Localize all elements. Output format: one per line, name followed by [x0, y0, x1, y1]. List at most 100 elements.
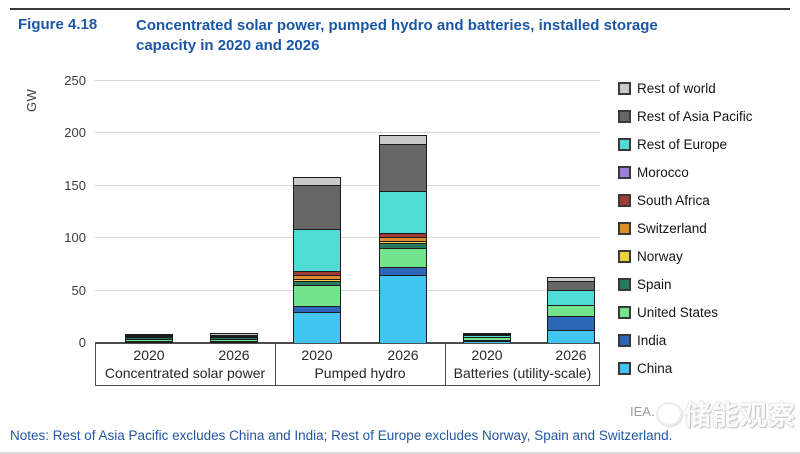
legend-swatch-icon [618, 221, 631, 235]
stacked-bar [210, 332, 258, 343]
bar-segment [210, 341, 258, 343]
bar-segment [210, 335, 258, 337]
legend-swatch-icon [618, 137, 631, 151]
legend-swatch-icon [618, 109, 631, 123]
legend-label: United States [637, 304, 719, 320]
stacked-bar [379, 134, 427, 343]
bar-segment [379, 143, 427, 192]
gridline-50 [95, 289, 600, 291]
x-tick-year-label: 2026 [555, 347, 587, 363]
group-separator [599, 343, 600, 385]
watermark: 储能观察 [656, 394, 796, 433]
bar-segment [293, 306, 341, 312]
legend-swatch-icon [618, 165, 631, 179]
bar-segment [379, 243, 427, 248]
x-axis-label-box: 2020 2026 2020 2026 2020 2026 Concentrated sol… [95, 343, 600, 386]
legend-item: Morocco [618, 158, 753, 186]
bar-segment [293, 281, 341, 286]
stacked-bar [463, 332, 511, 343]
bar-segment [210, 340, 258, 342]
x-tick-year-label: 2020 [471, 347, 503, 363]
legend-label: Rest of Asia Pacific [637, 108, 753, 124]
figure-notes: Notes: Rest of Asia Pacific excludes Chi… [10, 428, 673, 443]
bar-segment [210, 336, 258, 340]
legend-swatch-icon [618, 333, 631, 347]
group-separator [95, 343, 96, 385]
bar-segment [379, 233, 427, 238]
y-axis-unit-label: GW [24, 88, 39, 112]
bar-segment [463, 337, 511, 340]
bar-segment [293, 228, 341, 271]
y-tick-label: 50 [71, 282, 86, 298]
legend-swatch-icon [618, 249, 631, 263]
gridline-200 [95, 132, 600, 134]
stacked-bar [547, 277, 595, 343]
y-tick-label: 150 [64, 177, 86, 193]
bar-segment [379, 237, 427, 242]
bar-segment [210, 332, 258, 335]
legend-swatch-icon [618, 193, 631, 207]
bar-segment [293, 311, 341, 343]
group-separator [445, 343, 446, 385]
bar-segment [379, 191, 427, 233]
watermark-text: 储能观察 [684, 401, 796, 431]
chart-legend: Rest of world Rest of Asia Pacific Rest of… [618, 74, 753, 382]
legend-label: South Africa [637, 192, 710, 208]
legend-item: Rest of Europe [618, 130, 753, 158]
bar-segment [125, 339, 173, 341]
y-tick-label: 100 [64, 230, 86, 246]
plot-area [95, 80, 600, 344]
watermark-mascot-icon [656, 401, 682, 426]
bar-segment [547, 277, 595, 282]
bar-segment [293, 270, 341, 275]
bar-segment [547, 305, 595, 316]
bar-segment [547, 330, 595, 343]
x-group-label: Batteries (utility-scale) [453, 365, 592, 381]
figure-title: Concentrated solar power, pumped hydro a… [136, 17, 658, 54]
legend-swatch-icon [618, 305, 631, 319]
stacked-bar [293, 177, 341, 343]
bottom-divider [0, 452, 800, 454]
bar-segment [379, 266, 427, 275]
bar-segment [125, 333, 173, 335]
group-separator [275, 343, 276, 385]
bar-segment [547, 281, 595, 290]
x-tick-year-label: 2020 [301, 347, 333, 363]
legend-swatch-icon [618, 277, 631, 291]
legend-label: Rest of world [637, 80, 716, 96]
bar-segment [125, 342, 173, 343]
bar-segment [125, 336, 173, 340]
bar-segment [293, 184, 341, 229]
bar-segment [547, 289, 595, 306]
legend-item: United States [618, 298, 753, 326]
bar-segment [210, 339, 258, 341]
x-tick-year-label: 2026 [218, 347, 250, 363]
legend-item: Switzerland [618, 214, 753, 242]
bar-segment [293, 274, 341, 280]
gridline-250 [95, 80, 600, 81]
x-group-label: Pumped hydro [314, 365, 406, 381]
bar-segment [463, 340, 511, 343]
legend-swatch-icon [618, 361, 631, 375]
bar-segment [379, 241, 427, 244]
legend-label: Morocco [637, 164, 689, 180]
source-attribution: IEA. [630, 404, 655, 419]
top-divider [10, 8, 790, 10]
gridline-150 [95, 184, 600, 186]
x-axis-baseline [95, 342, 600, 344]
bar-segment [210, 334, 258, 336]
bar-segment [293, 177, 341, 185]
legend-label: India [637, 332, 667, 348]
legend-item: India [618, 326, 753, 354]
legend-label: China [637, 360, 673, 376]
y-tick-label: 250 [64, 73, 86, 88]
y-tick-label: 200 [64, 125, 86, 141]
bar-segment [463, 332, 511, 334]
x-group-label: Concentrated solar power [104, 365, 266, 381]
legend-item: Norway [618, 242, 753, 270]
bar-segment [463, 339, 511, 341]
legend-item: Spain [618, 270, 753, 298]
bar-segment [125, 334, 173, 336]
x-tick-year-label: 2020 [133, 347, 165, 363]
